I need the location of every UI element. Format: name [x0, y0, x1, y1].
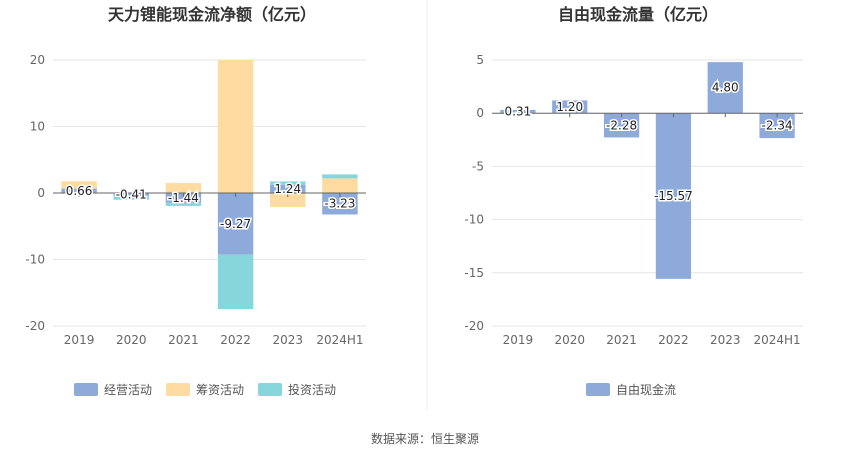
bar-financing — [61, 181, 97, 189]
bar-investing — [165, 202, 202, 206]
chart-title: 自由现金流量（亿元） — [558, 5, 718, 24]
data-label: -9.27 — [220, 217, 251, 231]
legend-swatch — [258, 383, 282, 396]
bar-investing — [322, 174, 358, 179]
bar-operating — [217, 193, 254, 255]
data-label: 1.24 — [274, 182, 301, 196]
legend-label: 经营活动 — [104, 383, 152, 397]
free-cash-flow-chart: 自由现金流量（亿元） 5 0 -5 -10 -15 -20 2019 2020 2021 2022 2… — [464, 5, 803, 397]
x-tick-label: 2020 — [116, 333, 147, 347]
x-tick-label: 2019 — [503, 333, 534, 347]
bar-investing — [217, 254, 254, 310]
legend-label: 投资活动 — [288, 382, 336, 397]
x-tick-label: 2020 — [554, 333, 585, 347]
x-tick-label: 2022 — [658, 333, 689, 347]
y-tick-label: 10 — [30, 120, 45, 134]
x-tick-label: 2023 — [272, 333, 303, 347]
source-label: 数据来源：恒生聚源 — [371, 431, 479, 446]
data-label: 0.66 — [66, 184, 93, 198]
data-label: 4.80 — [712, 81, 739, 95]
x-tick-label: 2021 — [168, 333, 199, 347]
data-label: -2.28 — [606, 118, 637, 132]
y-tick-label: -5 — [472, 159, 484, 173]
x-tick-label: 2022 — [220, 333, 251, 347]
y-tick-label: -20 — [25, 319, 45, 333]
x-tick-label: 2019 — [64, 333, 95, 347]
bar-free_cash — [707, 62, 743, 114]
y-tick-label: -10 — [25, 253, 45, 267]
data-label: 0.31 — [505, 105, 532, 119]
bar-financing — [165, 183, 202, 193]
data-label: -1.44 — [168, 191, 199, 205]
bar-operating — [165, 193, 202, 203]
bar-financing — [270, 193, 306, 207]
x-tick-label: 2023 — [710, 333, 741, 347]
data-label: -15.57 — [654, 189, 693, 203]
x-tick-label: 2021 — [606, 333, 637, 347]
legend-label: 自由现金流 — [616, 382, 676, 397]
y-tick-label: 20 — [30, 53, 45, 67]
bar-investing — [113, 195, 149, 200]
bar-financing — [217, 60, 254, 193]
bar-free_cash — [759, 113, 795, 139]
legend-swatch — [586, 383, 610, 396]
bar-free_cash — [655, 113, 692, 279]
y-tick-label: 0 — [37, 186, 45, 200]
bar-free_cash — [603, 113, 640, 138]
bar-investing — [270, 181, 306, 185]
y-tick-label: -20 — [464, 319, 484, 333]
data-label: -0.41 — [116, 187, 147, 201]
bar-operating — [270, 184, 306, 193]
y-tick-label: 0 — [476, 106, 484, 120]
legend-swatch — [166, 383, 190, 396]
x-tick-label: 2024H1 — [753, 333, 800, 347]
bar-financing — [322, 178, 358, 193]
y-tick-label: -15 — [464, 266, 484, 280]
bar-free_cash — [500, 109, 536, 114]
data-label: -3.23 — [324, 197, 355, 211]
x-tick-label: 2024H1 — [316, 333, 363, 347]
legend-label: 筹资活动 — [196, 383, 244, 397]
legend-swatch — [74, 383, 98, 396]
chart-title: 天力锂能现金流净额（亿元） — [108, 5, 316, 24]
y-tick-label: -10 — [464, 213, 484, 227]
bar-free_cash — [552, 100, 588, 114]
bar-operating — [61, 188, 97, 193]
cash-flow-chart: 天力锂能现金流净额（亿元） 20 10 0 -10 -20 2019 2020 2021 2022… — [25, 5, 366, 397]
data-label: 1.20 — [556, 100, 583, 114]
data-label: -2.34 — [762, 119, 793, 133]
bar-operating — [322, 193, 358, 215]
y-tick-label: 5 — [476, 53, 484, 67]
